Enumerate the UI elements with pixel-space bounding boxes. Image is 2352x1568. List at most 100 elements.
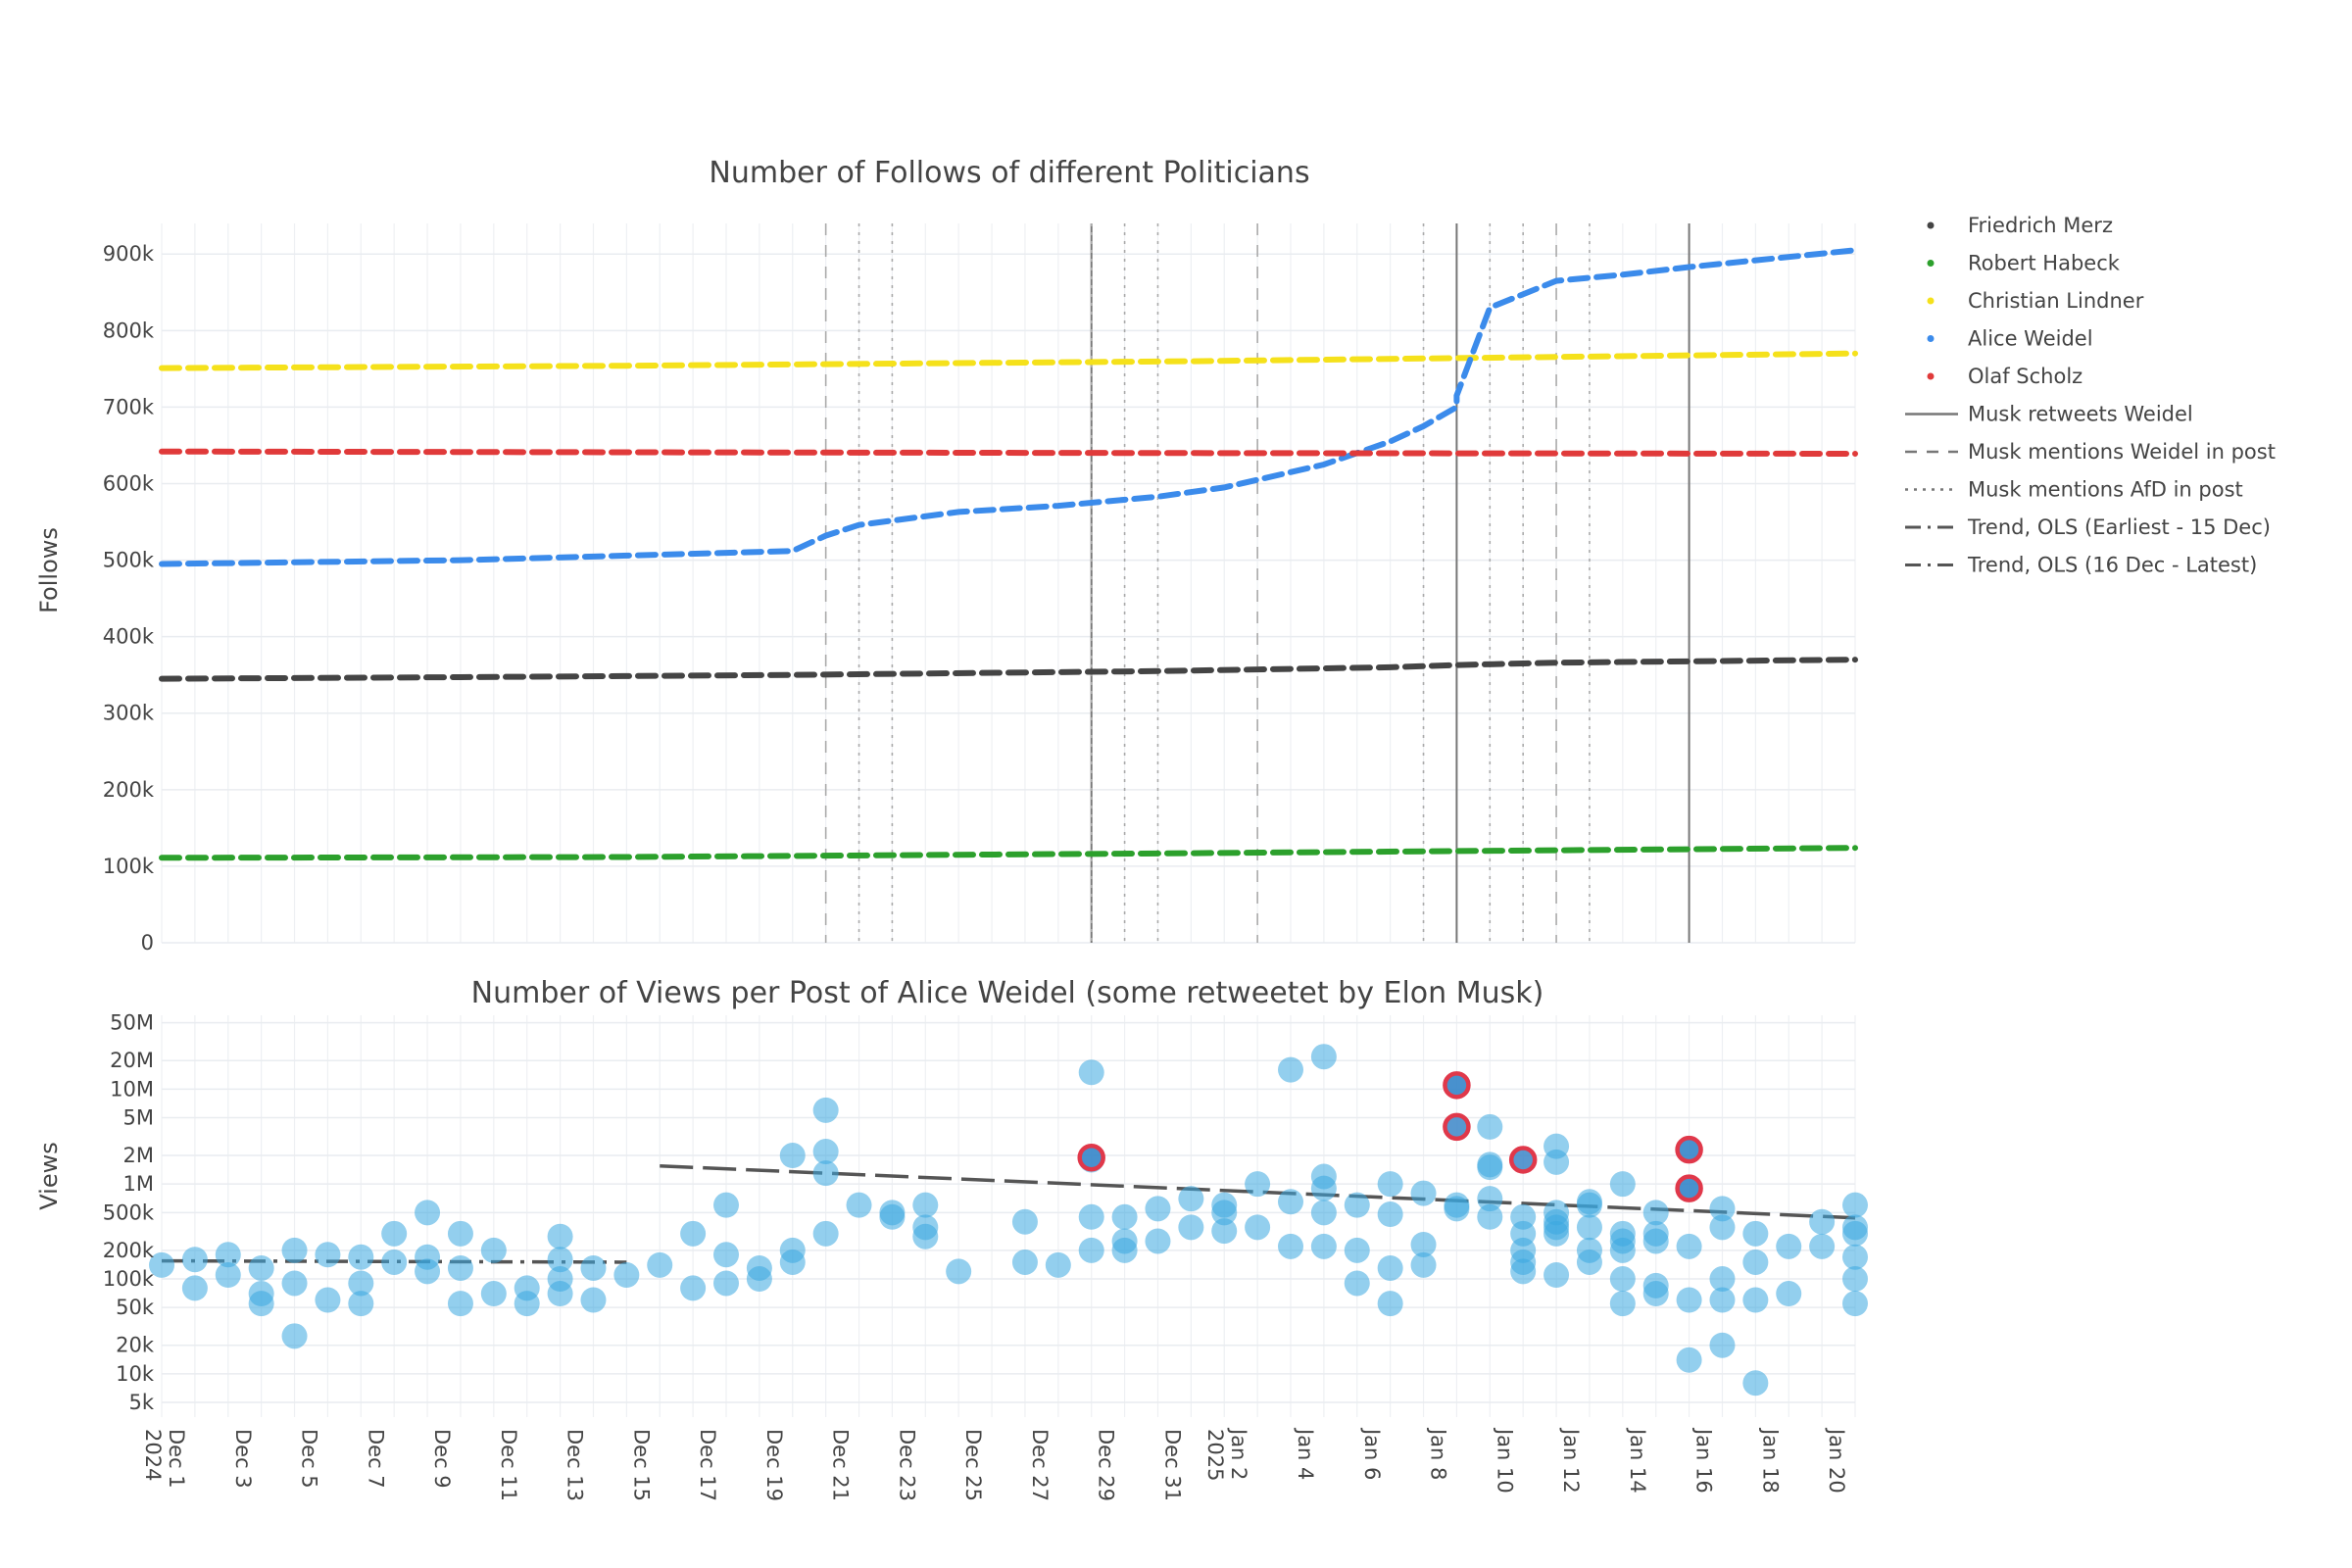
data-point	[812, 1097, 839, 1123]
y-tick-label: 1M	[123, 1172, 154, 1196]
data-point	[1544, 1200, 1570, 1226]
y-tick-label: 0	[141, 931, 154, 955]
data-point	[1444, 1192, 1470, 1218]
y-tick-label: 400k	[103, 625, 155, 649]
x-tick-label: Dec 21	[829, 1429, 853, 1501]
legend-marker	[1927, 372, 1935, 380]
x-tick-label: Dec 23	[895, 1429, 918, 1501]
y-tick-label: 10M	[110, 1077, 154, 1101]
legend-entry: Friedrich Merz	[1968, 214, 2113, 237]
data-point	[281, 1323, 308, 1349]
data-point	[1245, 1214, 1271, 1241]
legend-marker	[1927, 221, 1935, 229]
data-point	[647, 1251, 673, 1278]
data-point	[215, 1262, 241, 1289]
data-point	[480, 1281, 507, 1307]
data-point	[1344, 1270, 1370, 1297]
x-tick-label: Jan 20	[1825, 1427, 1848, 1494]
data-point	[281, 1270, 308, 1297]
data-point	[1642, 1281, 1669, 1307]
x-tick-label: Dec 29	[1095, 1429, 1118, 1501]
data-point	[1609, 1266, 1636, 1293]
data-point	[713, 1192, 739, 1218]
data-point	[1410, 1231, 1437, 1257]
x-tick-label: Dec 31	[1160, 1429, 1184, 1501]
data-point	[1377, 1254, 1403, 1281]
follows-chart-title: Number of Follows of different Politicia…	[709, 156, 1309, 190]
data-point	[1842, 1266, 1868, 1293]
series-line	[159, 657, 1858, 682]
data-point	[680, 1275, 707, 1301]
data-point	[248, 1291, 274, 1317]
data-point	[912, 1223, 939, 1250]
data-point	[746, 1266, 772, 1293]
data-point	[1576, 1214, 1602, 1241]
data-point	[812, 1139, 839, 1165]
data-point	[1742, 1370, 1769, 1396]
x-tick-label: Dec 11	[497, 1429, 520, 1501]
data-point	[779, 1249, 806, 1275]
data-point	[447, 1291, 473, 1317]
data-point	[281, 1237, 308, 1263]
data-point	[1045, 1251, 1071, 1278]
data-point	[480, 1237, 507, 1263]
data-point	[1809, 1233, 1836, 1259]
data-point	[215, 1242, 241, 1268]
y-tick-label: 20k	[116, 1334, 155, 1357]
data-point	[1278, 1056, 1303, 1083]
x-tick-label: Jan 14	[1626, 1427, 1649, 1494]
data-point	[1178, 1186, 1204, 1212]
data-point	[1211, 1192, 1238, 1218]
series-line	[159, 247, 1858, 567]
legend-entry: Alice Weidel	[1968, 327, 2093, 351]
data-point	[1642, 1200, 1669, 1226]
views-chart-y-ticks: 5k 10k 20k 50k 100k 200k 500k 1M 2M 5M 10M 20M 50M	[103, 1011, 155, 1414]
y-tick-label: 200k	[103, 778, 155, 802]
data-point	[149, 1251, 174, 1278]
data-point	[1742, 1220, 1769, 1247]
data-point	[1709, 1214, 1736, 1241]
x-tick-label: Jan 2	[1227, 1427, 1250, 1480]
y-tick-label: 50k	[116, 1296, 155, 1319]
y-tick-label: 10k	[116, 1362, 155, 1386]
data-point	[1609, 1171, 1636, 1198]
data-point	[447, 1220, 473, 1247]
data-point	[1211, 1218, 1238, 1245]
follows-chart-y-ticks: 0 100k 200k 300k 400k 500k 600k 700k 800k 900k	[103, 242, 155, 955]
data-point	[381, 1249, 408, 1275]
data-point	[1111, 1203, 1138, 1230]
data-point	[812, 1220, 839, 1247]
y-tick-label: 900k	[103, 242, 155, 266]
data-point	[1609, 1237, 1636, 1263]
data-point	[1842, 1220, 1868, 1247]
data-point	[846, 1192, 872, 1218]
data-point	[514, 1291, 540, 1317]
y-tick-label: 500k	[103, 1200, 155, 1224]
data-point	[713, 1242, 739, 1268]
data-point	[348, 1270, 374, 1297]
data-point	[1377, 1291, 1403, 1317]
legend-entry: Christian Lindner	[1968, 289, 2144, 313]
data-point	[1344, 1237, 1370, 1263]
x-tick-label: Dec 13	[564, 1429, 587, 1501]
data-point	[415, 1244, 441, 1270]
x-tick-label: Dec 27	[1028, 1429, 1052, 1501]
data-point	[680, 1220, 707, 1247]
data-point	[1377, 1171, 1403, 1198]
retweeted-point	[1443, 1071, 1471, 1100]
legend: Friedrich Merz Robert Habeck Christian Lin…	[1905, 214, 2276, 577]
data-point	[315, 1287, 341, 1313]
data-point	[1145, 1228, 1171, 1254]
data-point	[580, 1254, 607, 1281]
data-point	[1510, 1258, 1537, 1285]
data-point	[1278, 1189, 1303, 1215]
data-point	[547, 1266, 573, 1293]
x-tick-label: Dec 15	[629, 1429, 653, 1501]
y-tick-label: 50M	[110, 1011, 154, 1035]
x-tick-label: Dec 1	[165, 1429, 188, 1489]
data-point	[1576, 1189, 1602, 1215]
data-point	[1510, 1203, 1537, 1230]
x-tick-label: Jan 18	[1758, 1427, 1782, 1494]
data-point	[447, 1254, 473, 1281]
